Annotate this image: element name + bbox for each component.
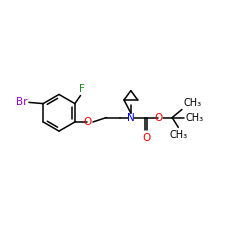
Text: O: O	[84, 117, 92, 127]
Text: N: N	[127, 112, 135, 122]
Text: CH₃: CH₃	[184, 98, 202, 108]
Text: CH₃: CH₃	[186, 112, 204, 122]
Text: O: O	[142, 133, 150, 143]
Text: Br: Br	[16, 98, 28, 108]
Text: F: F	[79, 84, 85, 94]
Text: O: O	[154, 112, 163, 122]
Text: CH₃: CH₃	[170, 130, 188, 140]
